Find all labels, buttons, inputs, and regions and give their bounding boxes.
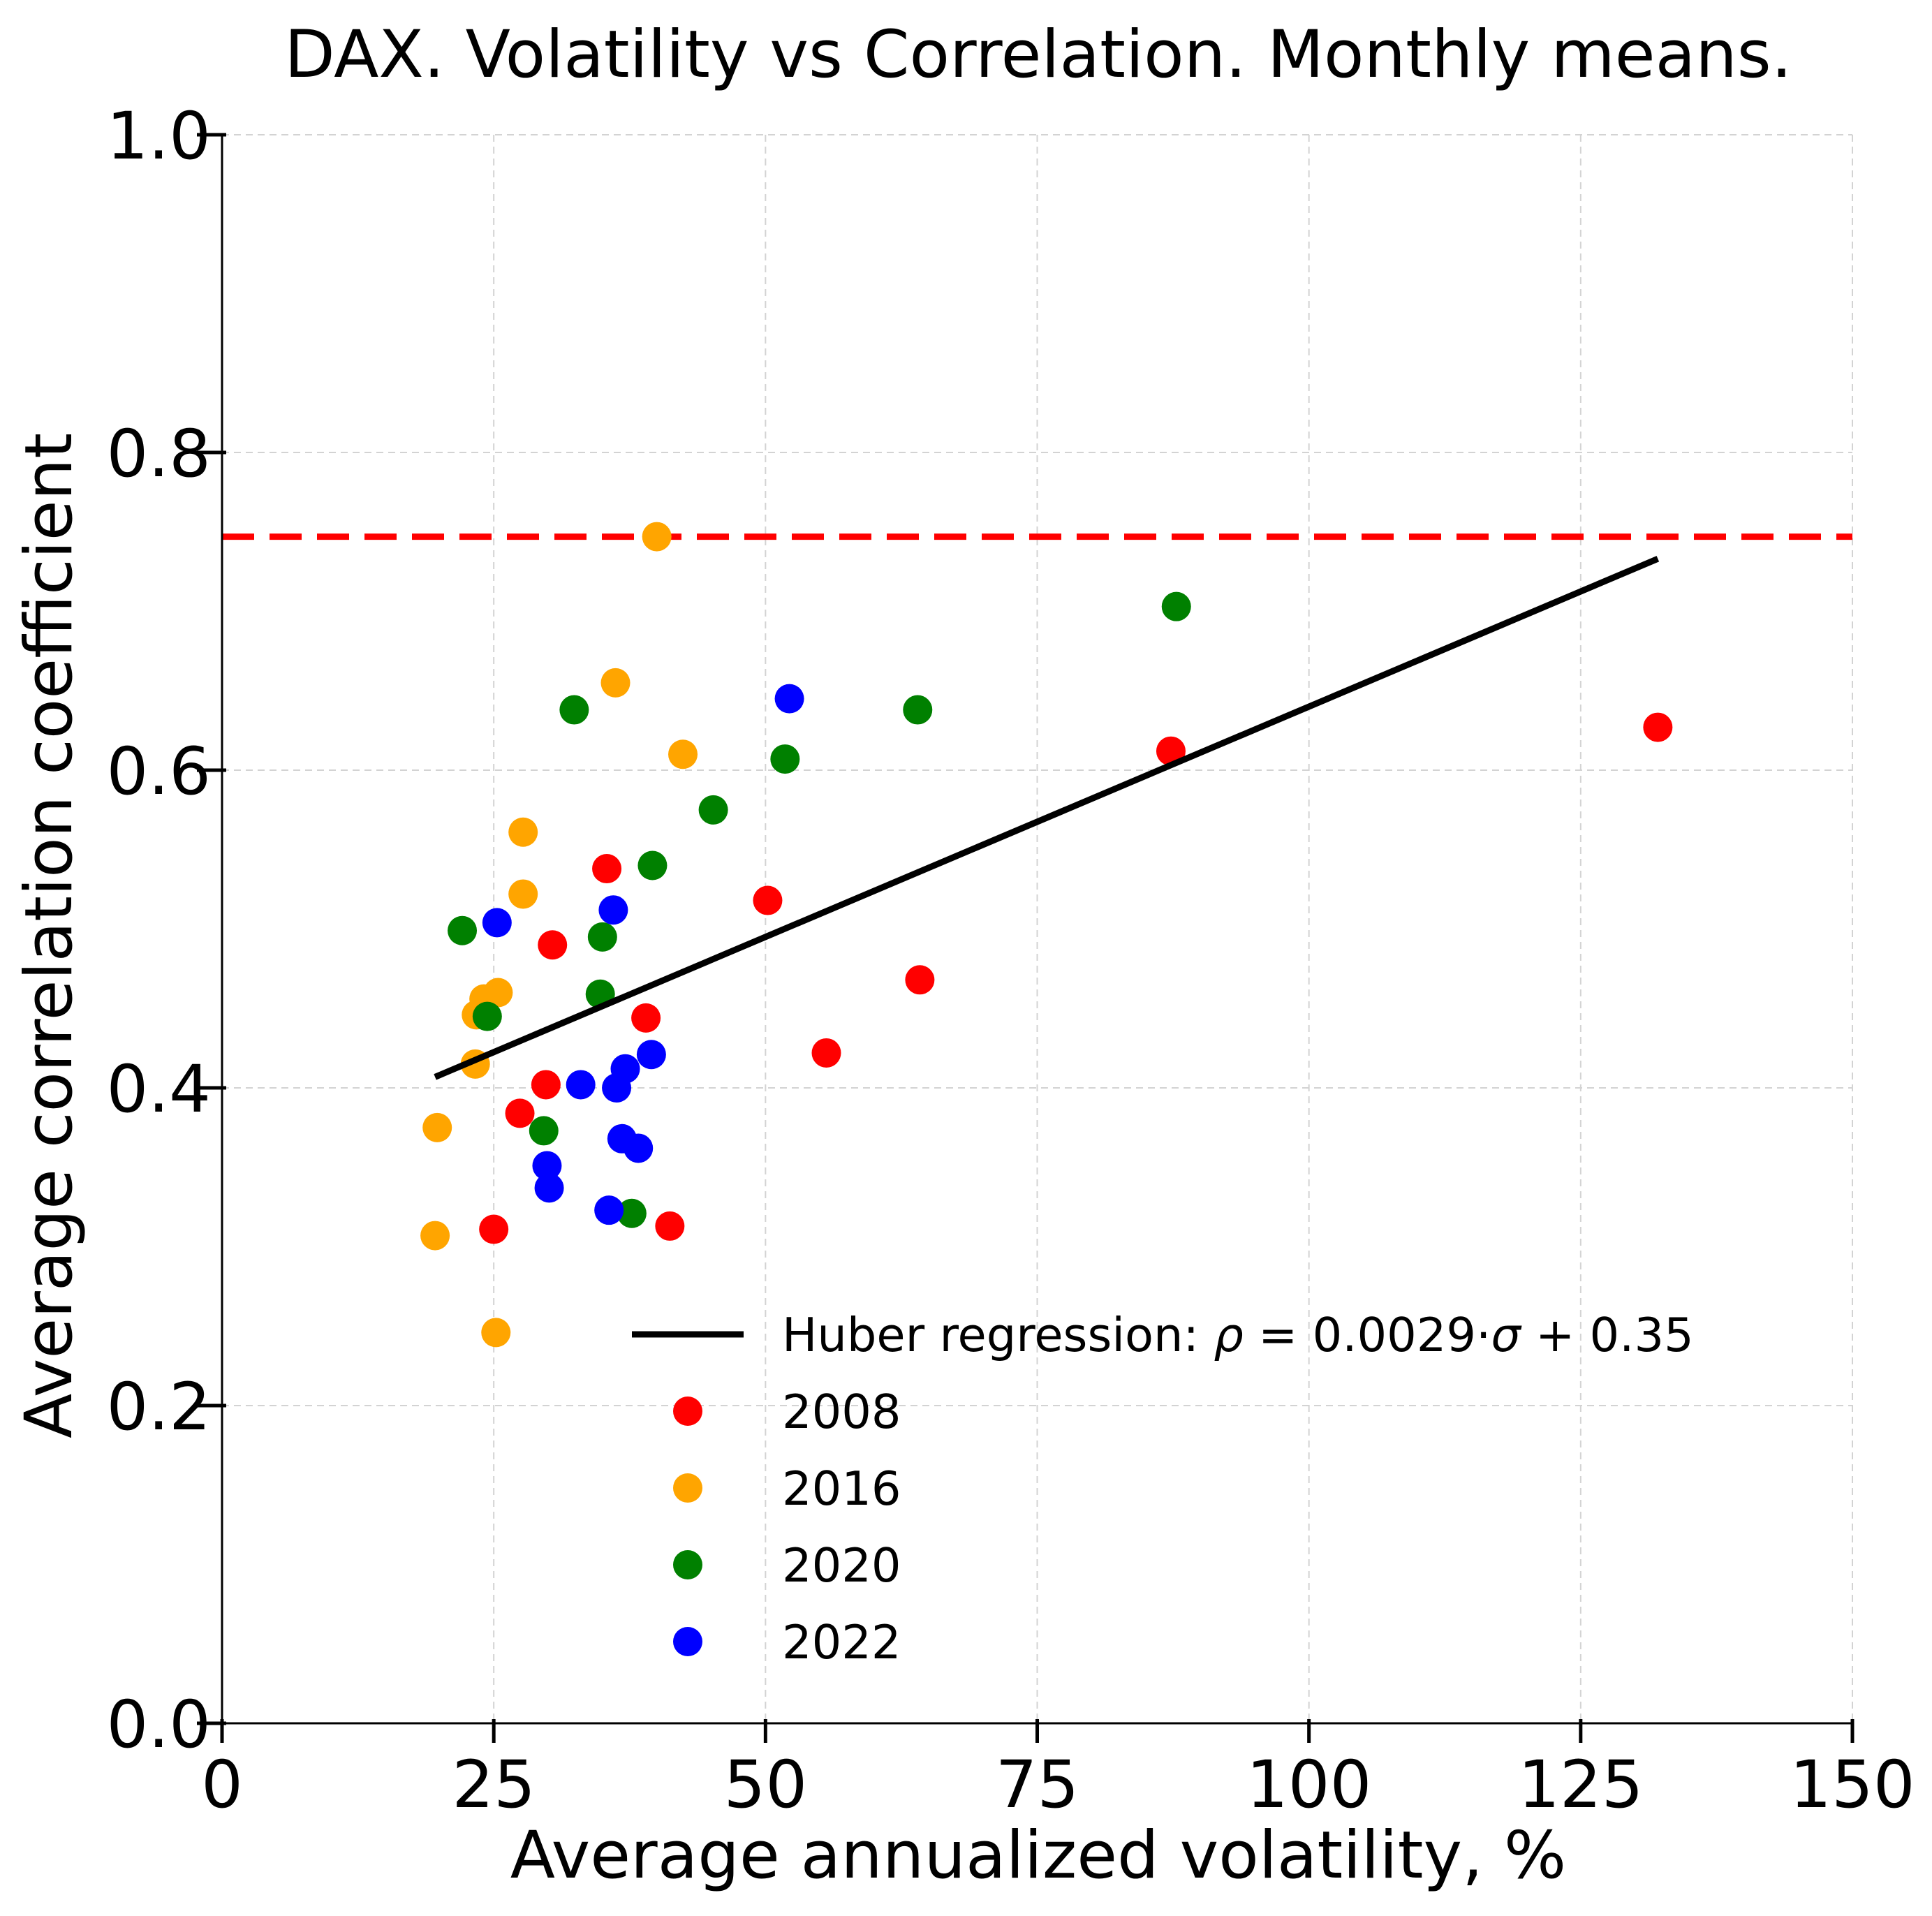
legend-marker-2022 — [673, 1627, 702, 1656]
data-point-2020 — [587, 922, 617, 952]
data-point-2020 — [770, 744, 800, 774]
y-tick-label: 0.8 — [107, 416, 212, 492]
regression-line-layer — [434, 556, 1660, 1080]
data-point-2022 — [566, 1070, 596, 1100]
x-tick-label: 50 — [724, 1747, 808, 1823]
data-point-2008 — [538, 930, 568, 960]
legend-label-2020: 2020 — [782, 1538, 901, 1593]
regression-line — [434, 556, 1660, 1080]
data-point-2022 — [532, 1151, 562, 1181]
y-tick-label: 0.2 — [107, 1369, 212, 1445]
data-point-2022 — [594, 1195, 624, 1225]
data-point-2008 — [811, 1038, 841, 1068]
data-point-2008 — [655, 1211, 685, 1241]
data-point-2020 — [903, 695, 933, 725]
data-point-2016 — [508, 817, 538, 847]
data-point-2022 — [624, 1133, 654, 1163]
data-point-2020 — [1161, 591, 1191, 621]
data-point-2020 — [529, 1116, 559, 1146]
data-point-2008 — [592, 854, 622, 884]
legend-label-2022: 2022 — [782, 1615, 901, 1670]
data-point-2022 — [774, 684, 804, 714]
legend: Huber regression: ρ = 0.0029·σ + 0.35 200… — [632, 1308, 1694, 1670]
data-point-2022 — [610, 1054, 640, 1084]
x-tick-label: 125 — [1518, 1747, 1643, 1823]
data-point-2020 — [698, 795, 728, 825]
data-point-2016 — [483, 978, 513, 1008]
data-point-2020 — [637, 850, 668, 880]
legend-regression-label: Huber regression: ρ = 0.0029·σ + 0.35 — [782, 1308, 1694, 1362]
data-point-2016 — [600, 668, 631, 698]
x-tick-label: 25 — [452, 1747, 536, 1823]
data-point-2016 — [481, 1318, 511, 1348]
y-axis-label: Average correlation coefficient — [11, 433, 87, 1438]
data-point-2020 — [472, 1001, 502, 1031]
y-tick-label: 0.4 — [107, 1052, 212, 1128]
data-point-2022 — [534, 1173, 564, 1203]
data-point-2008 — [1156, 736, 1186, 766]
legend-marker-2016 — [673, 1473, 702, 1503]
legend-label-2008: 2008 — [782, 1385, 901, 1439]
data-point-2022 — [482, 908, 512, 938]
y-tick-label: 0.0 — [107, 1687, 212, 1763]
data-point-2016 — [422, 1112, 452, 1142]
data-point-2016 — [508, 879, 538, 909]
x-tick-label: 0 — [201, 1747, 243, 1823]
data-point-2008 — [905, 965, 935, 995]
data-point-2020 — [448, 915, 478, 945]
data-point-2008 — [631, 1003, 661, 1033]
data-point-2008 — [753, 885, 783, 915]
data-point-2016 — [668, 739, 698, 769]
chart-title: DAX. Volatility vs Correlation. Monthly … — [284, 17, 1792, 93]
data-point-2022 — [598, 895, 628, 925]
data-point-2008 — [531, 1070, 561, 1100]
data-point-2020 — [559, 695, 589, 725]
data-point-2020 — [617, 1198, 647, 1228]
x-tick-label: 150 — [1790, 1747, 1915, 1823]
data-point-2016 — [420, 1221, 450, 1251]
axes: 0 25 50 75 100 125 150 0.0 0.2 0.4 0.6 0.8 1.0 — [107, 98, 1915, 1823]
data-point-2008 — [1643, 712, 1673, 742]
grid — [222, 134, 1853, 1723]
y-tick-label: 0.6 — [107, 734, 212, 810]
legend-marker-2008 — [673, 1397, 702, 1426]
data-point-2016 — [642, 522, 672, 552]
legend-label-2016: 2016 — [782, 1461, 901, 1516]
legend-marker-2020 — [673, 1550, 702, 1579]
x-tick-label: 100 — [1246, 1747, 1371, 1823]
y-tick-label: 1.0 — [107, 98, 212, 175]
x-axis-label: Average annualized volatility, % — [510, 1818, 1566, 1894]
data-points — [420, 522, 1673, 1348]
x-tick-label: 75 — [996, 1747, 1079, 1823]
data-point-2022 — [636, 1040, 666, 1070]
data-point-2008 — [479, 1214, 509, 1244]
data-point-2008 — [505, 1098, 535, 1128]
